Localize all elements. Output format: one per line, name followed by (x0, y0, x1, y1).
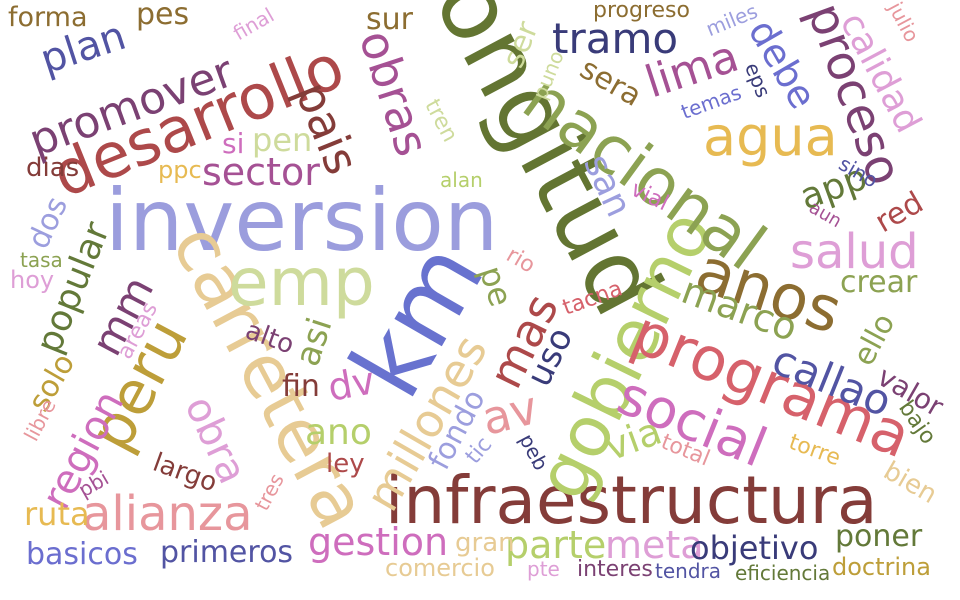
word: pes (136, 0, 190, 32)
word: basicos (26, 537, 138, 572)
word: pen (252, 121, 313, 159)
word: salud (790, 224, 919, 280)
word: parte (505, 523, 607, 567)
word: tramo (552, 14, 679, 63)
word: alianza (82, 486, 253, 542)
word: pte (527, 557, 560, 581)
word: inversion (105, 171, 499, 271)
word: dv (324, 358, 379, 410)
word: julio (883, 0, 925, 46)
word: meta (605, 523, 704, 567)
word: obras (348, 23, 440, 163)
word: interes (577, 557, 653, 582)
word: fin (282, 369, 320, 404)
word: ruta (24, 495, 90, 533)
word: si (222, 127, 245, 160)
word: bien (878, 455, 942, 511)
word: hoy (10, 266, 55, 294)
word: ppc (158, 156, 202, 184)
word: dias (26, 153, 80, 183)
word: tendra (655, 559, 721, 583)
word: poner (835, 519, 923, 554)
word: objetivo (690, 529, 819, 567)
word: gestion (308, 520, 449, 564)
word: crear (840, 265, 918, 300)
word: sector (202, 150, 320, 194)
word: emp (228, 244, 375, 321)
word: sur (366, 2, 413, 37)
word: progreso (593, 0, 690, 23)
word: infraestructura (385, 462, 878, 539)
word: agua (703, 105, 838, 168)
word: doctrina (832, 553, 931, 581)
word: final (228, 2, 279, 46)
word: alan (440, 168, 483, 192)
word: forma (8, 2, 88, 33)
word: tres (249, 469, 289, 515)
word: comercio (385, 554, 495, 582)
word: primeros (160, 535, 294, 570)
word: gran (455, 528, 515, 558)
word: dos (20, 191, 76, 255)
word: eficiencia (735, 561, 831, 585)
word: asi (287, 312, 341, 372)
word: ano (305, 412, 372, 453)
word: tasa (20, 248, 63, 272)
word: ley (326, 449, 365, 479)
